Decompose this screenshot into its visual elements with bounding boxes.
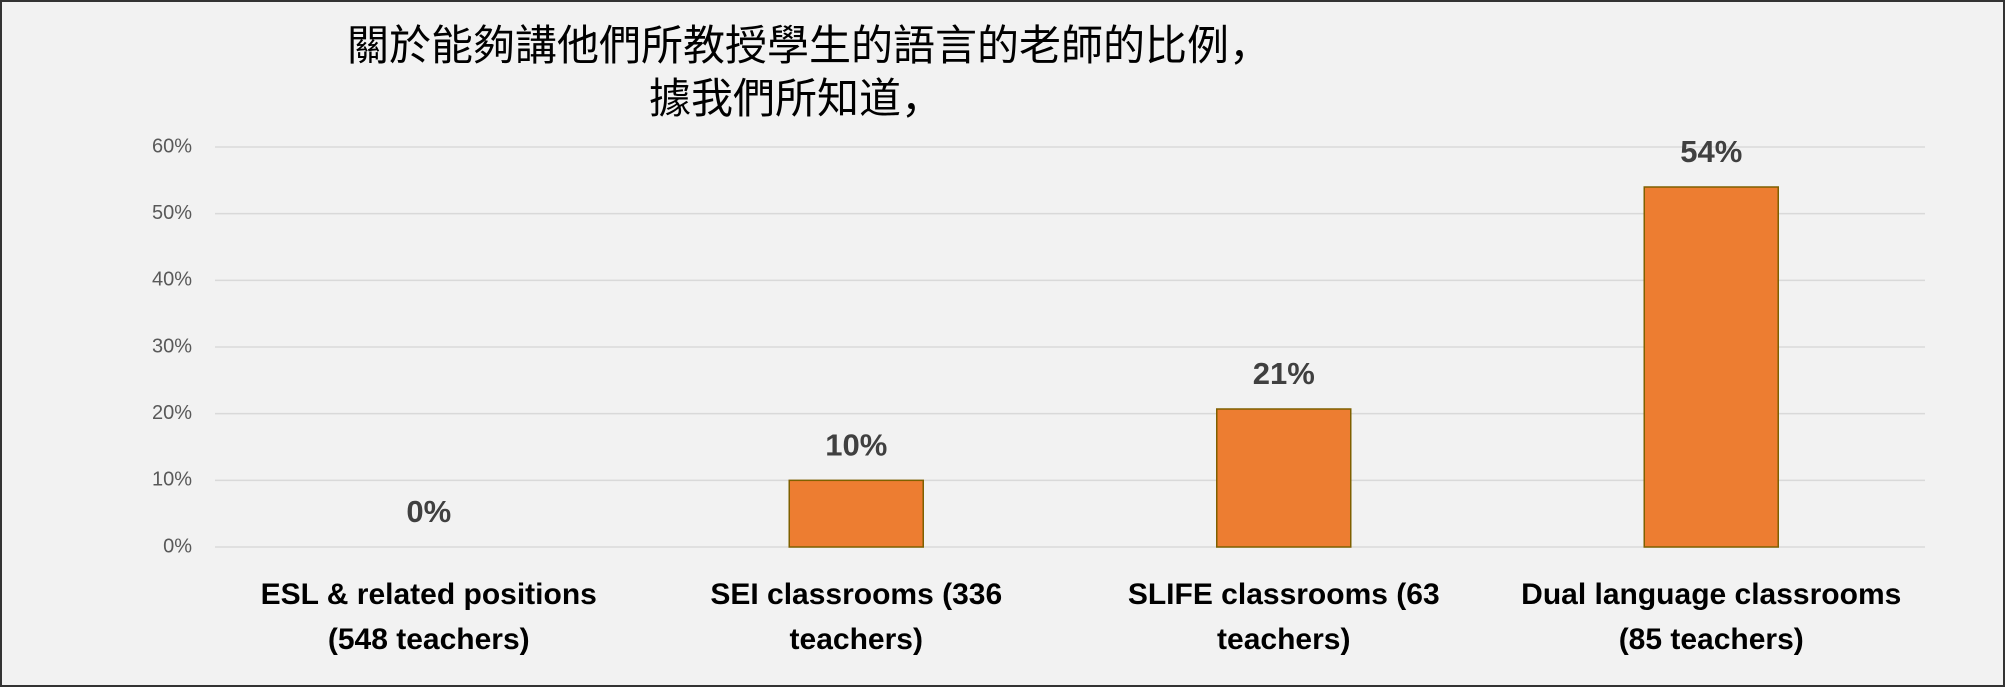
x-tick-label: ESL & related positions (261, 578, 597, 611)
data-label: 10% (825, 428, 887, 463)
data-label: 21% (1253, 356, 1315, 391)
data-label: 0% (406, 494, 451, 529)
x-tick-label: (548 teachers) (328, 623, 530, 656)
x-tick-label: SEI classrooms (336 (710, 578, 1002, 611)
x-tick-label: teachers) (790, 623, 923, 656)
x-tick-label: (85 teachers) (1619, 623, 1804, 656)
y-tick-label: 60% (152, 135, 192, 157)
y-tick-label: 30% (152, 335, 192, 357)
data-label: 54% (1680, 134, 1742, 169)
y-tick-label: 10% (152, 469, 192, 491)
bar (788, 479, 924, 548)
chart-title: 據我們所知道， (649, 74, 943, 123)
bar (1643, 186, 1779, 548)
y-tick-label: 0% (163, 535, 192, 557)
y-tick-label: 40% (152, 269, 192, 291)
x-tick-label: teachers) (1217, 623, 1350, 656)
y-tick-label: 50% (152, 202, 192, 224)
y-tick-label: 20% (152, 402, 192, 424)
chart-title: 關於能夠講他們所教授學生的語言的老師的比例， (347, 21, 1271, 70)
x-tick-label: SLIFE classrooms (63 (1128, 578, 1440, 611)
x-tick-label: Dual language classrooms (1521, 578, 1901, 611)
bar (1216, 408, 1352, 548)
